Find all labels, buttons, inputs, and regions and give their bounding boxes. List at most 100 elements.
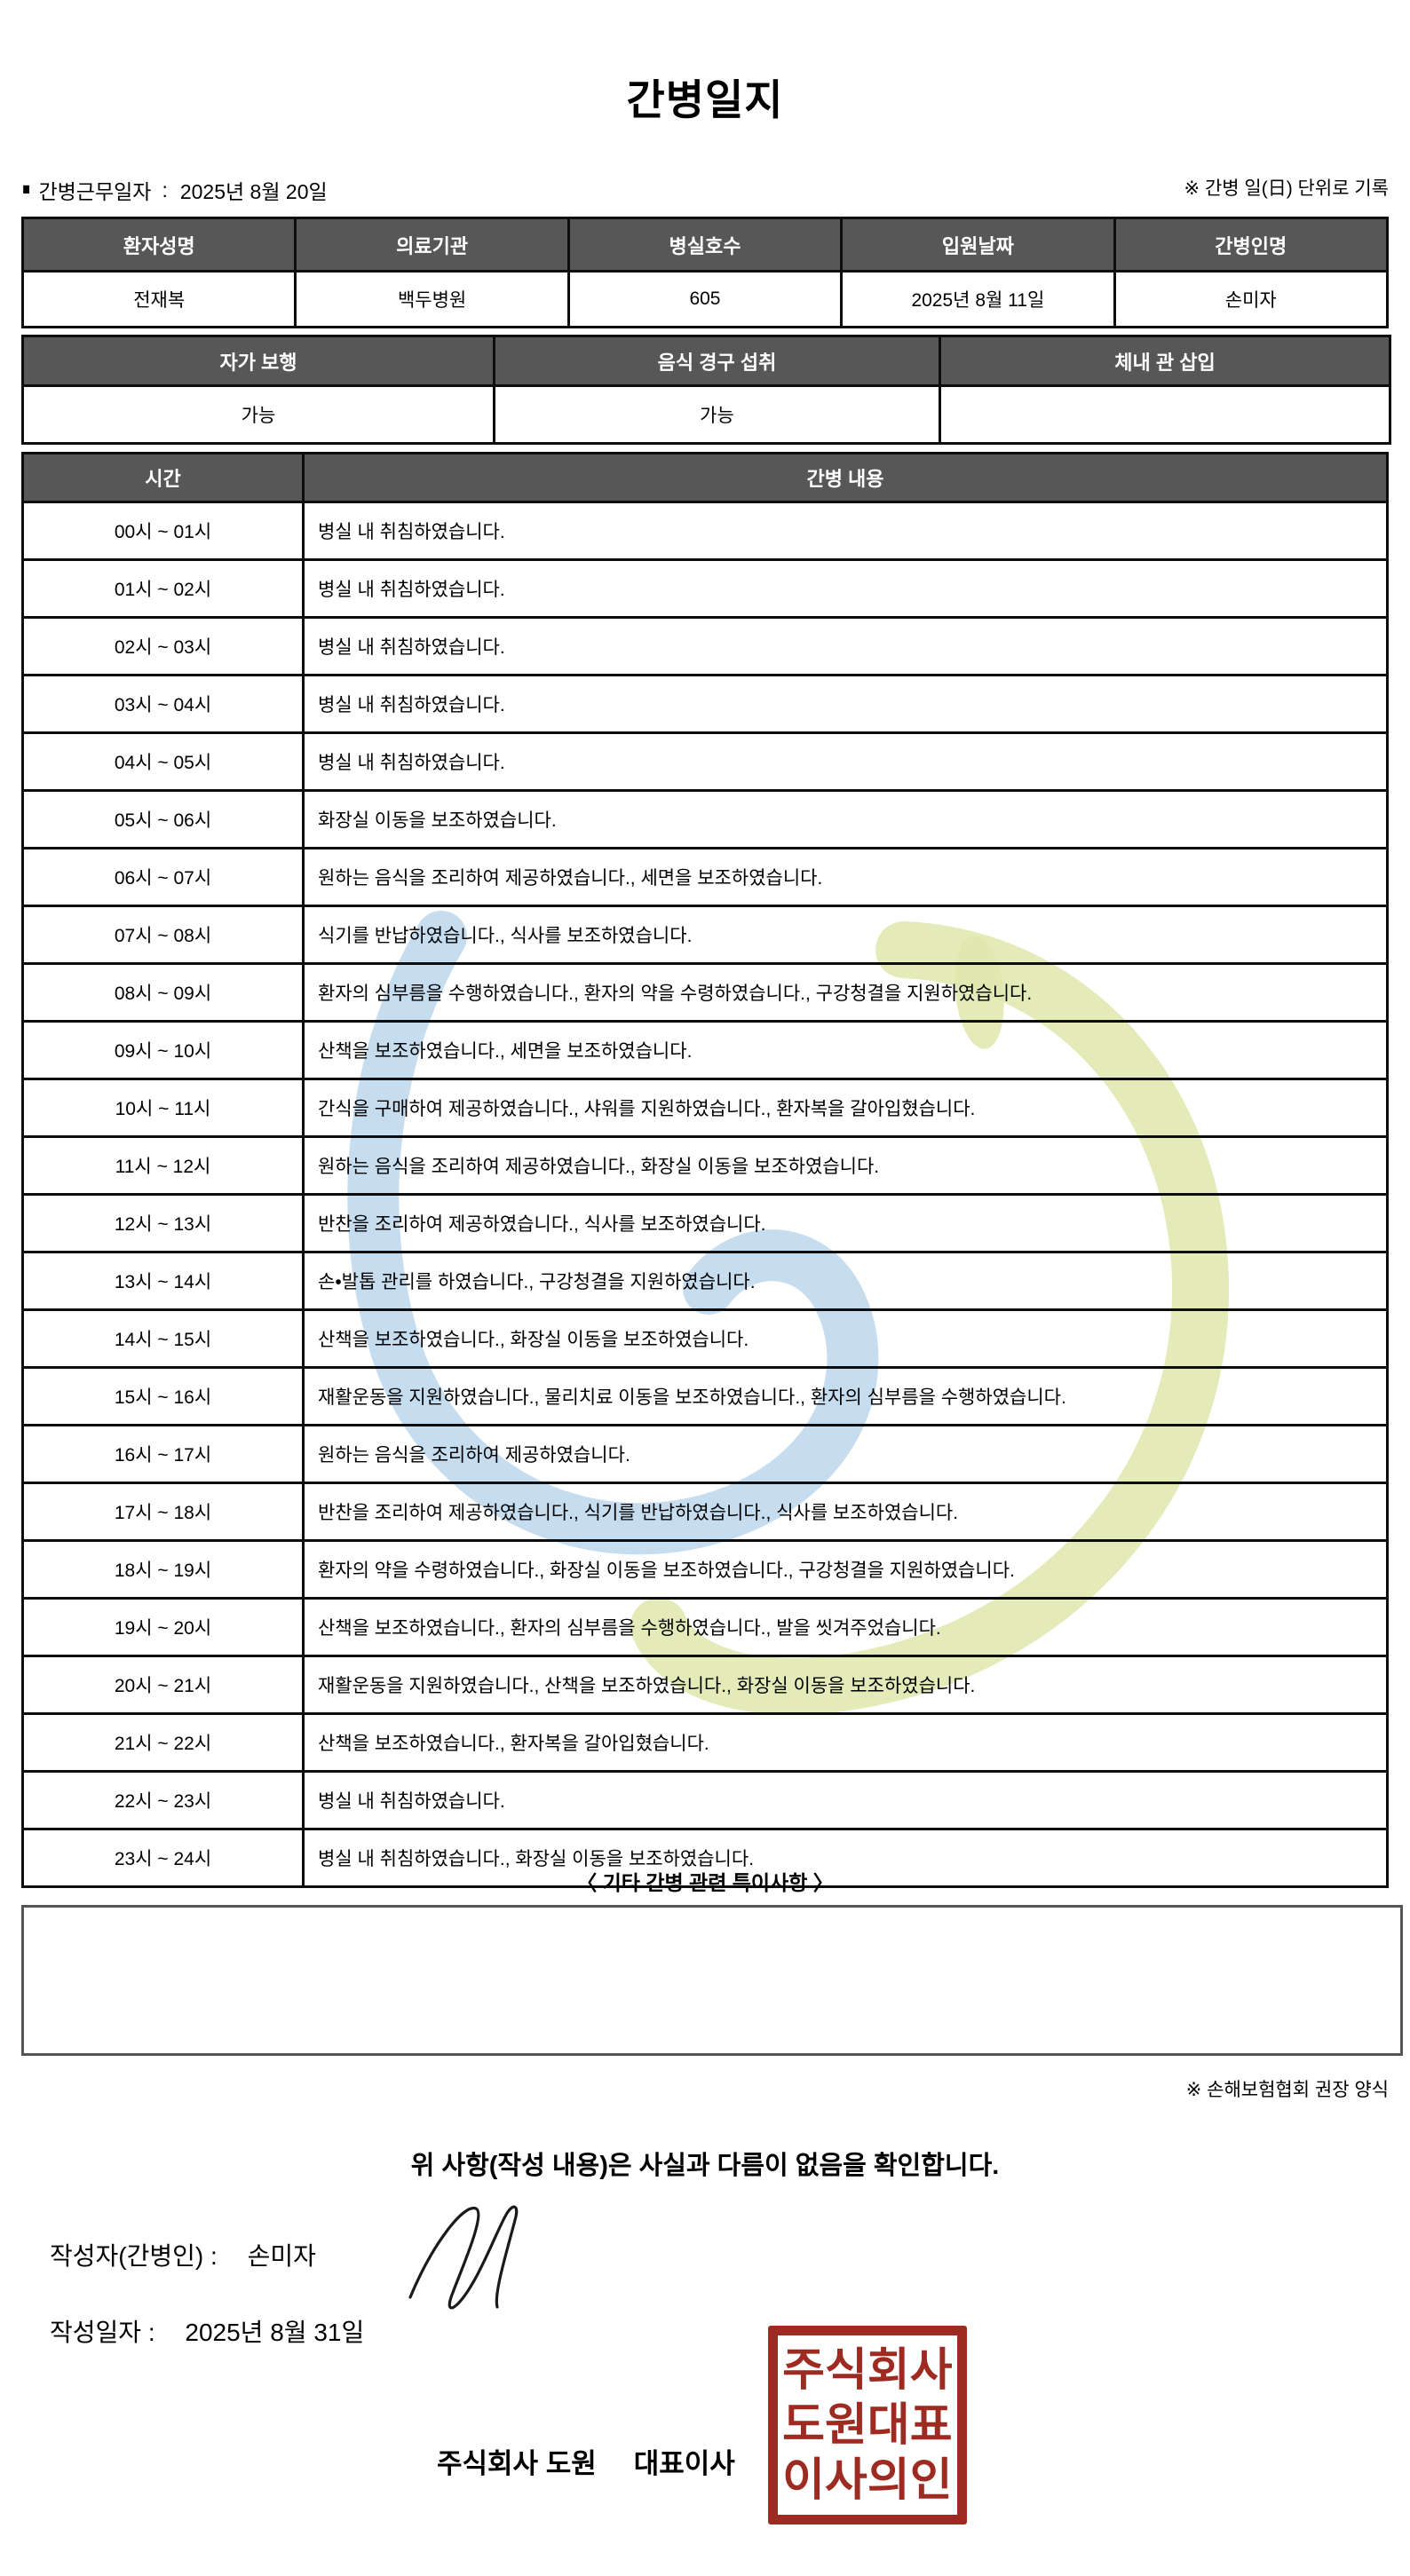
patient-info-table: 환자성명 의료기관 병실호수 입원날짜 간병인명 전재복 백두병원 605 20… bbox=[20, 217, 1390, 328]
page-title: 간병일지 bbox=[626, 76, 784, 123]
status-value-row: 가능 가능 bbox=[21, 384, 1391, 445]
header-care-content: 간병 내용 bbox=[302, 452, 1389, 503]
written-date-value: 2025년 8월 31일 bbox=[185, 2319, 365, 2346]
corporate-seal-stamp: 주식회사 도원대표 이사의인 bbox=[768, 2326, 967, 2525]
care-time-cell: 21시 ~ 22시 bbox=[21, 1712, 305, 1773]
care-log-row: 01시 ~ 02시 병실 내 취침하였습니다. bbox=[21, 558, 1389, 619]
care-content-cell: 산책을 보조하였습니다., 세면을 보조하였습니다. bbox=[302, 1020, 1389, 1080]
care-time-cell: 09시 ~ 10시 bbox=[21, 1020, 305, 1080]
care-time-cell: 14시 ~ 15시 bbox=[21, 1308, 305, 1369]
care-log-row: 04시 ~ 05시 병실 내 취침하였습니다. bbox=[21, 731, 1389, 792]
care-log-row: 05시 ~ 06시 화장실 이동을 보조하였습니다. bbox=[21, 789, 1389, 849]
care-time-cell: 22시 ~ 23시 bbox=[21, 1770, 305, 1830]
care-content-cell: 산책을 보조하였습니다., 환자의 심부름을 수행하였습니다., 발을 씻겨주었… bbox=[302, 1597, 1389, 1657]
care-content-cell: 원하는 음식을 조리하여 제공하였습니다., 세면을 보조하였습니다. bbox=[302, 847, 1389, 907]
header-admission-date: 입원날짜 bbox=[840, 217, 1116, 273]
care-content-cell: 환자의 약을 수령하였습니다., 화장실 이동을 보조하였습니다., 구강청결을… bbox=[302, 1539, 1389, 1600]
care-content-cell: 병실 내 취침하였습니다. bbox=[302, 501, 1389, 561]
value-admission-date: 2025년 8월 11일 bbox=[840, 270, 1116, 328]
care-log-row: 17시 ~ 18시 반찬을 조리하여 제공하였습니다., 식기를 반납하였습니다… bbox=[21, 1482, 1389, 1542]
care-time-cell: 06시 ~ 07시 bbox=[21, 847, 305, 907]
work-date-line: ■ 간병근무일자 : 2025년 8월 20일 bbox=[21, 175, 328, 205]
stamp-line-1: 주식회사 bbox=[782, 2344, 953, 2395]
care-content-cell: 환자의 심부름을 수행하였습니다., 환자의 약을 수령하였습니다., 구강청결… bbox=[302, 962, 1389, 1023]
care-log-row: 16시 ~ 17시 원하는 음식을 조리하여 제공하였습니다. bbox=[21, 1424, 1389, 1484]
care-time-cell: 16시 ~ 17시 bbox=[21, 1424, 305, 1484]
written-date-line: 작성일자 : 2025년 8월 31일 bbox=[50, 2313, 364, 2349]
care-log-row: 11시 ~ 12시 원하는 음식을 조리하여 제공하였습니다., 화장실 이동을… bbox=[21, 1135, 1389, 1196]
meta-row: ■ 간병근무일자 : 2025년 8월 20일 ※ 간병 일(日) 단위로 기록 bbox=[21, 174, 1389, 205]
care-content-cell: 반찬을 조리하여 제공하였습니다., 식사를 보조하였습니다. bbox=[302, 1193, 1389, 1253]
care-content-cell: 손•발톱 관리를 하였습니다., 구강청결을 지원하였습니다. bbox=[302, 1251, 1389, 1311]
company-role: 대표이사 bbox=[633, 2448, 735, 2479]
care-content-cell: 병실 내 취침하였습니다. bbox=[302, 616, 1389, 676]
header-room-number: 병실호수 bbox=[566, 217, 844, 273]
care-content-cell: 반찬을 조리하여 제공하였습니다., 식기를 반납하였습니다., 식사를 보조하… bbox=[302, 1482, 1389, 1542]
value-medical-institution: 백두병원 bbox=[294, 270, 570, 328]
work-date-label: 간병근무일자 bbox=[38, 180, 152, 203]
care-log-row: 19시 ~ 20시 산책을 보조하였습니다., 환자의 심부름을 수행하였습니다… bbox=[21, 1597, 1389, 1657]
care-content-cell: 병실 내 취침하였습니다., 화장실 이동을 보조하였습니다. bbox=[302, 1828, 1389, 1888]
care-log-header-row: 시간 간병 내용 bbox=[21, 452, 1389, 503]
care-log-row: 07시 ~ 08시 식기를 반납하였습니다., 식사를 보조하였습니다. bbox=[21, 905, 1389, 965]
stamp-line-3: 이사의인 bbox=[782, 2454, 953, 2505]
care-log-row: 14시 ~ 15시 산책을 보조하였습니다., 화장실 이동을 보조하였습니다. bbox=[21, 1308, 1389, 1369]
care-time-cell: 00시 ~ 01시 bbox=[21, 501, 305, 561]
care-content-cell: 병실 내 취침하였습니다. bbox=[302, 674, 1389, 734]
care-log-row: 08시 ~ 09시 환자의 심부름을 수행하였습니다., 환자의 약을 수령하였… bbox=[21, 962, 1389, 1023]
work-date-separator: : bbox=[162, 178, 168, 201]
care-log-row: 22시 ~ 23시 병실 내 취침하였습니다. bbox=[21, 1770, 1389, 1830]
care-time-cell: 12시 ~ 13시 bbox=[21, 1193, 305, 1253]
care-log-table: 시간 간병 내용 00시 ~ 01시 병실 내 취침하였습니다. 01시 ~ 0… bbox=[21, 452, 1389, 1888]
care-log-row: 00시 ~ 01시 병실 내 취침하였습니다. bbox=[21, 501, 1389, 561]
stamp-line-2: 도원대표 bbox=[782, 2399, 953, 2450]
value-self-walking: 가능 bbox=[21, 384, 495, 445]
care-time-cell: 04시 ~ 05시 bbox=[21, 731, 305, 792]
care-content-cell: 재활운동을 지원하였습니다., 물리치료 이동을 보조하였습니다., 환자의 심… bbox=[302, 1366, 1389, 1426]
care-log-row: 13시 ~ 14시 손•발톱 관리를 하였습니다., 구강청결을 지원하였습니다… bbox=[21, 1251, 1389, 1311]
value-tube-insertion bbox=[939, 384, 1391, 445]
patient-info-header-row: 환자성명 의료기관 병실호수 입원날짜 간병인명 bbox=[20, 217, 1390, 273]
care-log-row: 10시 ~ 11시 간식을 구매하여 제공하였습니다., 샤워를 지원하였습니다… bbox=[21, 1078, 1389, 1138]
writer-line: 작성자(간병인) : 손미자 bbox=[50, 2237, 316, 2272]
care-log-row: 23시 ~ 24시 병실 내 취침하였습니다., 화장실 이동을 보조하였습니다… bbox=[21, 1828, 1389, 1888]
care-content-cell: 식기를 반납하였습니다., 식사를 보조하였습니다. bbox=[302, 905, 1389, 965]
care-content-cell: 병실 내 취침하였습니다. bbox=[302, 731, 1389, 792]
care-log-row: 09시 ~ 10시 산책을 보조하였습니다., 세면을 보조하였습니다. bbox=[21, 1020, 1389, 1080]
care-content-cell: 산책을 보조하였습니다., 환자복을 갈아입혔습니다. bbox=[302, 1712, 1389, 1773]
header-patient-name: 환자성명 bbox=[20, 217, 297, 273]
care-time-cell: 17시 ~ 18시 bbox=[21, 1482, 305, 1542]
care-time-cell: 05시 ~ 06시 bbox=[21, 789, 305, 849]
writer-name: 손미자 bbox=[247, 2242, 316, 2270]
special-notes-title: 〈 기타 간병 관련 특이사항 〉 bbox=[576, 1871, 834, 1894]
care-content-cell: 화장실 이동을 보조하였습니다. bbox=[302, 789, 1389, 849]
care-time-cell: 10시 ~ 11시 bbox=[21, 1078, 305, 1138]
work-date-value: 2025년 8월 20일 bbox=[179, 180, 328, 203]
care-content-cell: 원하는 음식을 조리하여 제공하였습니다., 화장실 이동을 보조하였습니다. bbox=[302, 1135, 1389, 1196]
header-time: 시간 bbox=[21, 452, 305, 503]
special-notes-box[interactable] bbox=[21, 1905, 1403, 2056]
value-room-number: 605 bbox=[566, 270, 844, 328]
care-content-cell: 산책을 보조하였습니다., 화장실 이동을 보조하였습니다. bbox=[302, 1308, 1389, 1369]
header-oral-intake: 음식 경구 섭취 bbox=[493, 335, 941, 387]
company-line: 주식회사 도원 대표이사 bbox=[437, 2441, 735, 2481]
care-content-cell: 병실 내 취침하였습니다. bbox=[302, 1770, 1389, 1830]
header-self-walking: 자가 보행 bbox=[21, 335, 495, 387]
care-time-cell: 01시 ~ 02시 bbox=[21, 558, 305, 619]
care-table-body: 00시 ~ 01시 병실 내 취침하였습니다. 01시 ~ 02시 병실 내 취… bbox=[21, 501, 1389, 1888]
form-note: ※ 손해보험협회 권장 양식 bbox=[1185, 2080, 1389, 2100]
care-content-cell: 원하는 음식을 조리하여 제공하였습니다. bbox=[302, 1424, 1389, 1484]
value-caregiver-name: 손미자 bbox=[1113, 270, 1390, 328]
care-time-cell: 11시 ~ 12시 bbox=[21, 1135, 305, 1196]
signature-scribble bbox=[408, 2205, 519, 2310]
value-patient-name: 전재복 bbox=[20, 270, 297, 328]
care-time-cell: 18시 ~ 19시 bbox=[21, 1539, 305, 1600]
care-time-cell: 19시 ~ 20시 bbox=[21, 1597, 305, 1657]
header-medical-institution: 의료기관 bbox=[294, 217, 570, 273]
care-time-cell: 07시 ~ 08시 bbox=[21, 905, 305, 965]
care-log-row: 12시 ~ 13시 반찬을 조리하여 제공하였습니다., 식사를 보조하였습니다… bbox=[21, 1193, 1389, 1253]
care-time-cell: 03시 ~ 04시 bbox=[21, 674, 305, 734]
care-log-row: 03시 ~ 04시 병실 내 취침하였습니다. bbox=[21, 674, 1389, 734]
patient-info-value-row: 전재복 백두병원 605 2025년 8월 11일 손미자 bbox=[20, 270, 1390, 328]
